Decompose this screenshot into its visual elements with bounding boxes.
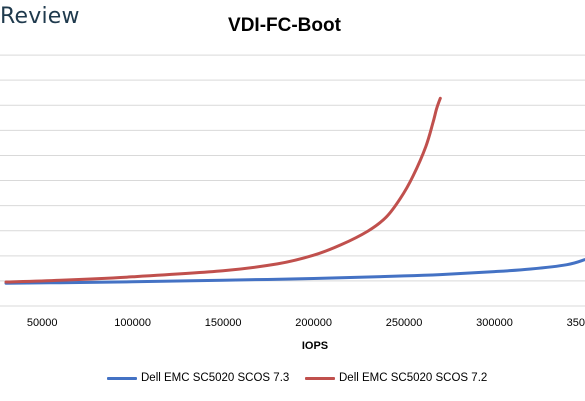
series-line-1	[4, 258, 585, 285]
legend-label: Dell EMC SC5020 SCOS 7.3	[141, 372, 290, 384]
x-tick-label: 250000	[386, 317, 423, 329]
legend-item-series-1: Dell EMC SC5020 SCOS 7.3	[107, 372, 289, 384]
x-tick-label: 150000	[205, 317, 242, 329]
legend-label: Dell EMC SC5020 SCOS 7.2	[339, 372, 488, 384]
x-tick-label: 50000	[27, 317, 58, 329]
x-tick-label: 300000	[476, 317, 513, 329]
chart-title: VDI-FC-Boot	[228, 15, 341, 36]
series-lines	[4, 96, 585, 285]
gridlines	[0, 54, 585, 307]
legend-swatch	[107, 376, 137, 380]
legend-item-series-2: Dell EMC SC5020 SCOS 7.2	[305, 372, 487, 384]
legend-swatch	[305, 376, 335, 380]
x-axis-ticks: 50000 100000 150000 200000 250000 300000 35000…	[27, 317, 585, 329]
series-line-2	[4, 96, 442, 284]
x-tick-label: 350000	[567, 317, 585, 329]
brand-logo-text: Review	[0, 4, 80, 29]
x-axis-label: IOPS	[302, 340, 328, 352]
x-tick-label: 100000	[114, 317, 151, 329]
x-tick-label: 200000	[295, 317, 332, 329]
